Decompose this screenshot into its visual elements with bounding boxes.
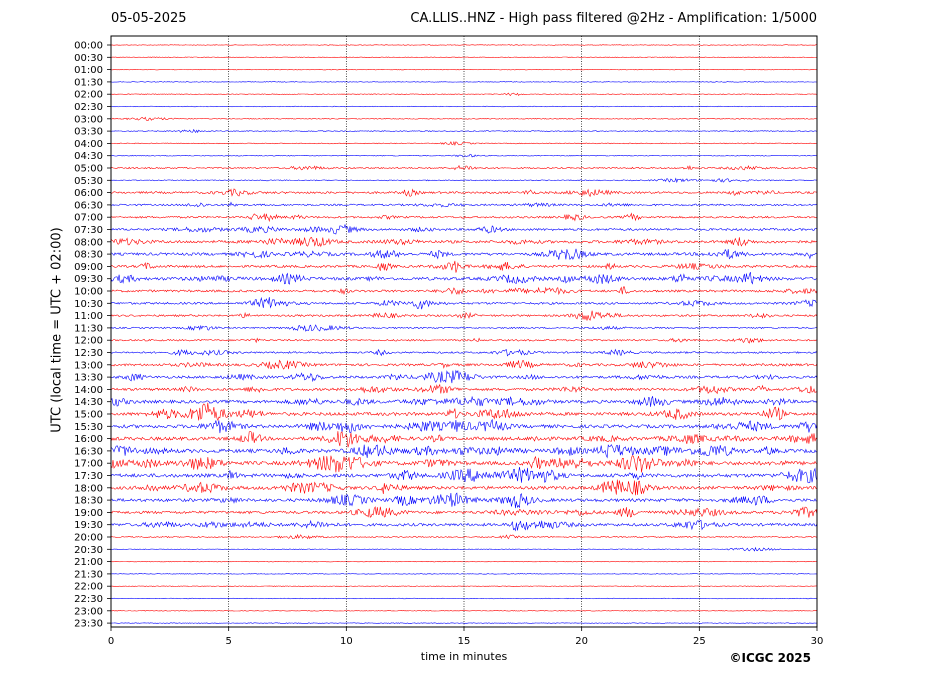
trace-row-0000	[110, 44, 817, 46]
y-tick-label: 14:00	[74, 385, 103, 396]
y-tick-label: 14:30	[74, 397, 103, 408]
y-tick-label: 08:30	[74, 250, 103, 261]
y-tick-label: 01:00	[74, 65, 103, 76]
y-tick-label: 01:30	[74, 77, 103, 88]
x-tick-label: 25	[693, 636, 706, 647]
x-tick-label: 10	[340, 636, 353, 647]
trace-row-0500	[110, 164, 818, 171]
y-tick-label: 07:30	[74, 225, 103, 236]
trace-row-0700	[110, 212, 818, 223]
chart-title: CA.LLIS..HNZ - High pass filtered @2Hz -…	[410, 11, 817, 26]
x-tick-label: 5	[225, 636, 231, 647]
y-tick-label: 21:00	[74, 557, 103, 568]
trace-row-1600	[110, 431, 818, 448]
trace-row-0600	[110, 188, 818, 198]
y-tick-label: 06:30	[74, 200, 103, 211]
y-tick-label: 08:00	[74, 237, 103, 248]
trace-row-1230	[110, 348, 818, 357]
trace-row-1530	[110, 418, 818, 434]
y-tick-label: 23:00	[74, 606, 103, 617]
y-tick-label: 22:00	[74, 582, 103, 593]
y-tick-label: 20:30	[74, 545, 103, 556]
x-tick-label: 30	[811, 636, 824, 647]
trace-row-1900	[110, 506, 818, 518]
y-tick-label: 19:00	[74, 508, 103, 519]
x-tick-label: 15	[458, 636, 471, 647]
y-tick-label: 15:30	[74, 422, 103, 433]
y-axis-label: UTC (local time = UTC + 02:00)	[49, 227, 65, 433]
y-tick-label: 06:00	[74, 188, 103, 199]
y-tick-label: 09:00	[74, 262, 103, 273]
trace-row-1330	[111, 369, 818, 384]
y-tick-label: 12:30	[74, 348, 103, 359]
vertical-gridlines	[228, 36, 700, 627]
y-tick-label: 04:30	[74, 151, 103, 162]
y-tick-label: 07:00	[74, 213, 103, 224]
y-tick-label: 17:30	[74, 471, 103, 482]
y-tick-label: 02:30	[74, 102, 103, 113]
y-tick-label: 11:30	[74, 323, 103, 334]
trace-row-2300	[110, 610, 818, 612]
trace-row-1830	[110, 492, 818, 509]
y-tick-label: 03:30	[74, 127, 103, 138]
y-tick-label: 03:00	[74, 114, 103, 125]
y-tick-label: 00:30	[74, 53, 103, 64]
trace-row-0530	[110, 177, 818, 184]
copyright-label: ©ICGC 2025	[729, 651, 811, 665]
y-tick-label: 18:30	[74, 496, 103, 507]
trace-row-1130	[110, 324, 818, 332]
trace-row-0030	[111, 56, 818, 58]
y-tick-label: 20:00	[74, 533, 103, 544]
y-tick-label: 17:00	[74, 459, 103, 470]
y-tick-label: 16:30	[74, 446, 103, 457]
y-tick-label: 18:00	[74, 483, 103, 494]
y-tick-label: 16:00	[74, 434, 103, 445]
y-tick-label: 13:30	[74, 373, 103, 384]
trace-row-0100	[111, 68, 818, 71]
y-tick-label: 22:30	[74, 594, 103, 605]
y-tick-label: 05:00	[74, 164, 103, 175]
x-axis-ticks: 0 5 10 15 20 25 30	[108, 627, 824, 647]
trace-row-1200	[110, 337, 818, 344]
y-tick-label: 10:00	[74, 287, 103, 298]
trace-row-2330	[110, 622, 818, 624]
y-tick-label: 23:30	[74, 619, 103, 630]
y-tick-label: 09:30	[74, 274, 103, 285]
y-tick-label: 12:00	[74, 336, 103, 347]
y-tick-label: 15:00	[74, 410, 103, 421]
y-tick-label: 19:30	[74, 520, 103, 531]
trace-row-0400	[110, 140, 818, 146]
x-tick-label: 0	[108, 636, 114, 647]
trace-row-1000	[110, 286, 818, 296]
y-tick-label: 04:00	[74, 139, 103, 150]
y-tick-label: 11:00	[74, 311, 103, 322]
y-tick-label: 10:30	[74, 299, 103, 310]
x-axis-label: time in minutes	[420, 650, 508, 663]
x-tick-label: 20	[575, 636, 588, 647]
date-label: 05-05-2025	[111, 11, 187, 26]
y-tick-label: 05:30	[74, 176, 103, 187]
y-tick-label: 21:30	[74, 569, 103, 580]
y-tick-label: 02:00	[74, 90, 103, 101]
y-tick-label: 13:00	[74, 360, 103, 371]
trace-row-1800	[110, 479, 818, 496]
y-tick-label: 00:00	[74, 41, 103, 52]
